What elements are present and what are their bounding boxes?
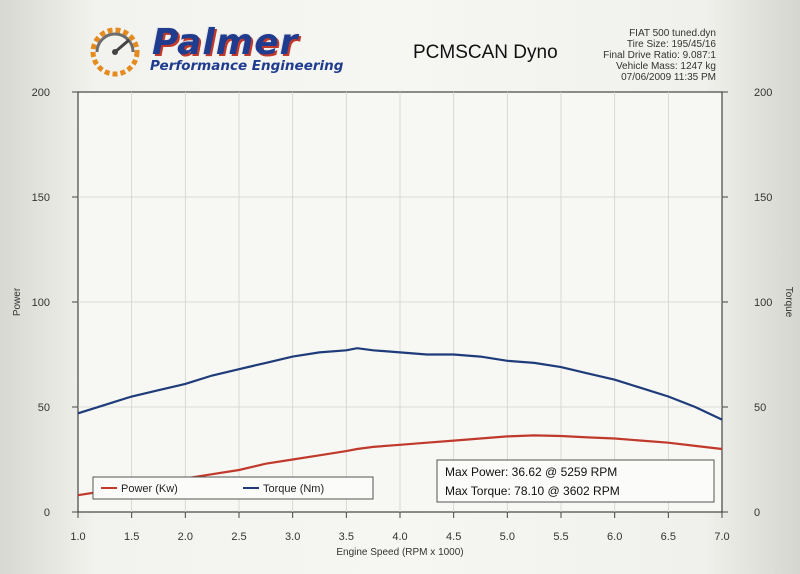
legend: Power (Kw) Torque (Nm) [92,476,374,500]
x-tick-label: 1.0 [70,531,85,543]
legend-torque-label: Torque (Nm) [263,483,324,495]
y-tick-label: 150 [32,192,50,204]
max-power-annotation: Max Power: 36.62 @ 5259 RPM [445,465,617,479]
y2-tick-label: 200 [754,87,772,99]
x-tick-label: 6.5 [661,531,676,543]
legend-power-label: Power (Kw) [121,483,178,495]
page-title: PCMSCAN Dyno [413,42,558,63]
x-axis-ticks: 1.0 1.5 2.0 2.5 3.0 3.5 4.0 4.5 5.0 5.5 6.0 6.5 7.0 [70,512,730,543]
torque-series-line [77,347,723,421]
y-axis-ticks: 0 50 100 150 200 [32,87,78,519]
meta-line-date: 07/06/2009 11:35 PM [621,72,716,83]
meta-line-tire: Tire Size: 195/45/16 [626,39,716,50]
meta-line-mass: Vehicle Mass: 1247 kg [615,61,716,72]
x-tick-label: 3.0 [285,531,300,543]
y2-axis-label: Torque [783,287,794,318]
y-tick-label: 50 [38,402,50,414]
x-tick-label: 1.5 [124,531,139,543]
y2-tick-label: 150 [754,192,772,204]
gauge-logo-icon [90,27,140,77]
y2-axis-ticks: 0 50 100 150 200 [722,87,772,519]
x-tick-label: 2.5 [231,531,246,543]
brand-name: Palmer [152,22,299,63]
x-tick-label: 4.0 [392,531,407,543]
x-tick-label: 4.5 [446,531,461,543]
y2-tick-label: 100 [754,297,772,309]
x-tick-label: 5.0 [500,531,515,543]
x-tick-label: 7.0 [714,531,729,543]
meta-line-file: FIAT 500 tuned.dyn [629,28,716,39]
y-tick-label: 200 [32,87,50,99]
grid [78,92,722,512]
run-details: FIAT 500 tuned.dyn Tire Size: 195/45/16 … [603,28,716,83]
meta-line-drive-ratio: Final Drive Ratio: 9.087:1 [603,50,716,61]
max-torque-annotation: Max Torque: 78.10 @ 3602 RPM [445,484,620,498]
y-tick-label: 100 [32,297,50,309]
x-axis-label: Engine Speed (RPM x 1000) [336,547,463,558]
x-tick-label: 6.0 [607,531,622,543]
x-tick-label: 2.0 [178,531,193,543]
max-values-box: Max Power: 36.62 @ 5259 RPM Max Torque: … [436,459,715,503]
y-axis-label: Power [12,287,23,316]
x-tick-label: 5.5 [553,531,568,543]
x-tick-label: 3.5 [339,531,354,543]
brand-subtitle: Performance Engineering [150,58,344,74]
y-tick-label: 0 [44,507,50,519]
y2-tick-label: 0 [754,507,760,519]
y2-tick-label: 50 [754,402,766,414]
